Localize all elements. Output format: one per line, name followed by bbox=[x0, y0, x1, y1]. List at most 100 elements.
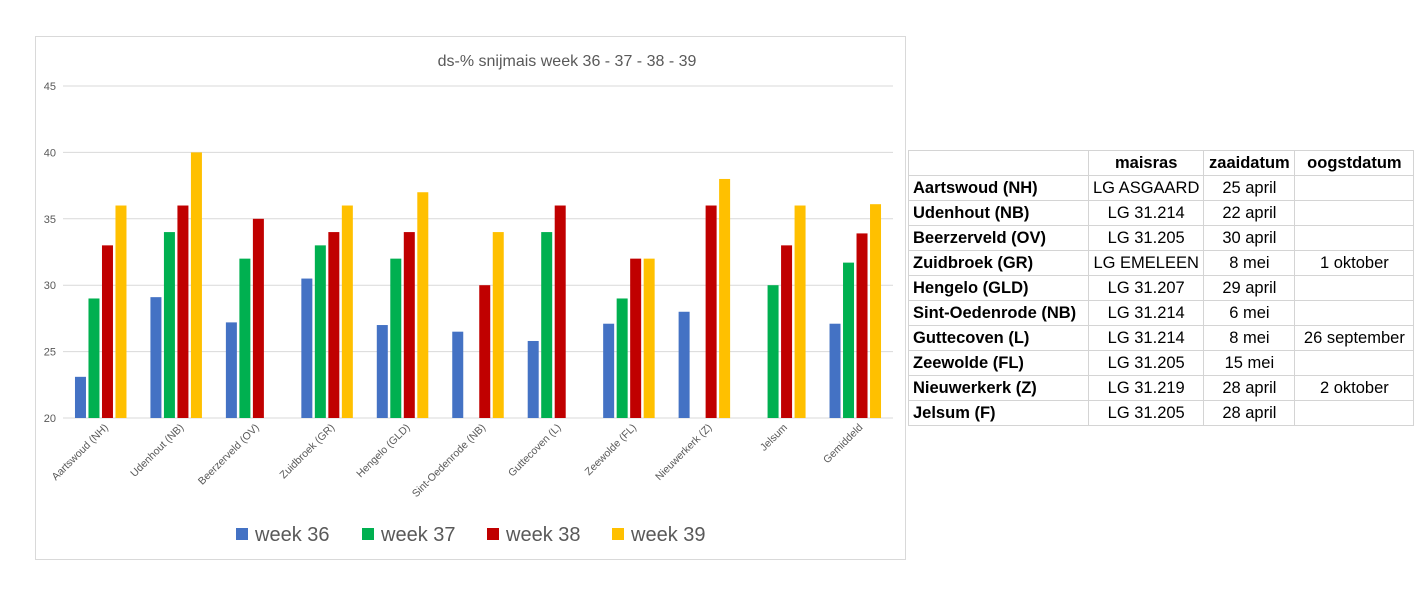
oogstdatum-cell bbox=[1294, 300, 1415, 326]
bar-week-39 bbox=[870, 204, 882, 418]
y-tick-label: 25 bbox=[44, 347, 56, 359]
zaaidatum-cell: 15 mei bbox=[1203, 350, 1296, 376]
bar-week-36 bbox=[452, 331, 464, 418]
legend-swatch bbox=[612, 528, 624, 540]
y-tick-label: 35 bbox=[44, 214, 56, 226]
x-tick-label: Nieuwerkerk (Z) bbox=[653, 422, 714, 483]
bar-week-38 bbox=[781, 245, 793, 418]
bar-week-36 bbox=[829, 323, 841, 418]
bar-week-37 bbox=[239, 258, 251, 418]
bar-week-38 bbox=[856, 233, 868, 418]
zaaidatum-cell: 30 april bbox=[1203, 225, 1296, 251]
bar-week-38 bbox=[630, 258, 642, 418]
legend-swatch bbox=[487, 528, 499, 540]
bar-week-36 bbox=[225, 322, 237, 418]
oogstdatum-cell bbox=[1294, 200, 1415, 226]
bar-week-36 bbox=[301, 278, 313, 418]
chart-title: ds-% snijmais week 36 - 37 - 38 - 39 bbox=[438, 53, 697, 70]
bar-week-38 bbox=[554, 205, 566, 418]
bar-week-37 bbox=[767, 285, 779, 418]
maisras-cell: LG 31.214 bbox=[1087, 325, 1205, 351]
legend-label: week 37 bbox=[380, 524, 456, 546]
oogstdatum-cell bbox=[1294, 175, 1415, 201]
x-tick-label: Aartswoud (NH) bbox=[50, 422, 111, 483]
maisras-cell: LG 31.214 bbox=[1087, 200, 1205, 226]
y-tick-label: 45 bbox=[44, 81, 56, 93]
table-row: Aartswoud (NH) LG ASGAARD 25 april bbox=[908, 175, 1415, 201]
bar-week-37 bbox=[163, 232, 175, 418]
location-cell: Sint-Oedenrode (NB) bbox=[908, 300, 1089, 326]
maisras-cell: LG 31.207 bbox=[1087, 275, 1205, 301]
bar-week-39 bbox=[643, 258, 655, 418]
bar-week-36 bbox=[678, 311, 690, 418]
y-tick-label: 30 bbox=[44, 280, 56, 292]
bar-week-36 bbox=[150, 297, 162, 418]
legend-label: week 38 bbox=[505, 524, 581, 546]
x-tick-label: Sint-Oedenrode (NB) bbox=[410, 422, 488, 500]
bar-week-39 bbox=[341, 205, 353, 418]
location-cell: Zuidbroek (GR) bbox=[908, 250, 1089, 276]
bar-week-37 bbox=[541, 232, 553, 418]
bar-week-38 bbox=[403, 232, 415, 418]
location-cell: Beerzerveld (OV) bbox=[908, 225, 1089, 251]
zaaidatum-cell: 8 mei bbox=[1203, 250, 1296, 276]
bar-week-36 bbox=[603, 323, 615, 418]
y-tick-label: 40 bbox=[44, 147, 56, 159]
bar-week-38 bbox=[101, 245, 113, 418]
bar-week-37 bbox=[88, 298, 100, 418]
x-tick-label: Guttecoven (L) bbox=[506, 422, 564, 480]
location-cell: Zeewolde (FL) bbox=[908, 350, 1089, 376]
legend-swatch bbox=[362, 528, 374, 540]
bar-week-38 bbox=[705, 205, 717, 418]
bar-week-39 bbox=[492, 232, 504, 418]
zaaidatum-cell: 8 mei bbox=[1203, 325, 1296, 351]
maisras-cell: LG ASGAARD bbox=[1087, 175, 1205, 201]
table-row: Udenhout (NB) LG 31.214 22 april bbox=[908, 200, 1415, 226]
oogstdatum-cell: 1 oktober bbox=[1294, 250, 1415, 276]
location-cell: Nieuwerkerk (Z) bbox=[908, 375, 1089, 401]
location-cell: Udenhout (NB) bbox=[908, 200, 1089, 226]
bar-week-39 bbox=[190, 152, 202, 418]
info-table: maisras zaaidatum oogstdatum Aartswoud (… bbox=[908, 150, 1415, 426]
bar-week-39 bbox=[794, 205, 806, 418]
location-cell: Guttecoven (L) bbox=[908, 325, 1089, 351]
bar-week-39 bbox=[417, 192, 429, 418]
header-cell-zaaidatum: zaaidatum bbox=[1203, 150, 1296, 176]
x-tick-label: Zuidbroek (GR) bbox=[278, 422, 338, 482]
bar-week-39 bbox=[719, 178, 731, 418]
bar-week-37 bbox=[843, 262, 855, 418]
x-tick-label: Hengelo (GLD) bbox=[354, 422, 412, 480]
zaaidatum-cell: 28 april bbox=[1203, 375, 1296, 401]
oogstdatum-cell: 2 oktober bbox=[1294, 375, 1415, 401]
zaaidatum-cell: 25 april bbox=[1203, 175, 1296, 201]
x-tick-label: Jelsum bbox=[758, 421, 790, 453]
zaaidatum-cell: 29 april bbox=[1203, 275, 1296, 301]
oogstdatum-cell bbox=[1294, 350, 1415, 376]
header-cell-oogstdatum: oogstdatum bbox=[1294, 150, 1415, 176]
bar-week-38 bbox=[328, 232, 340, 418]
bar-week-36 bbox=[527, 340, 539, 418]
table-row: Jelsum (F) LG 31.205 28 april bbox=[908, 400, 1415, 426]
x-tick-label: Beerzerveld (OV) bbox=[196, 422, 262, 488]
x-tick-label: Udenhout (NB) bbox=[128, 422, 186, 480]
zaaidatum-cell: 22 april bbox=[1203, 200, 1296, 226]
header-cell-maisras: maisras bbox=[1087, 150, 1205, 176]
legend-label: week 39 bbox=[630, 524, 706, 546]
bar-week-38 bbox=[177, 205, 189, 418]
maisras-cell: LG EMELEEN bbox=[1087, 250, 1205, 276]
table-row: Zuidbroek (GR) LG EMELEEN 8 mei 1 oktober bbox=[908, 250, 1415, 276]
oogstdatum-cell: 26 september bbox=[1294, 325, 1415, 351]
table-row: Beerzerveld (OV) LG 31.205 30 april bbox=[908, 225, 1415, 251]
table-row: Nieuwerkerk (Z) LG 31.219 28 april 2 oktobe… bbox=[908, 375, 1415, 401]
header-cell bbox=[908, 150, 1089, 176]
table-row: Guttecoven (L) LG 31.214 8 mei 26 september bbox=[908, 325, 1415, 351]
oogstdatum-cell bbox=[1294, 275, 1415, 301]
location-cell: Jelsum (F) bbox=[908, 400, 1089, 426]
y-tick-label: 20 bbox=[44, 413, 56, 425]
zaaidatum-cell: 6 mei bbox=[1203, 300, 1296, 326]
bar-week-36 bbox=[376, 325, 388, 418]
bar-week-37 bbox=[390, 258, 402, 418]
zaaidatum-cell: 28 april bbox=[1203, 400, 1296, 426]
bar-week-36 bbox=[74, 376, 86, 418]
